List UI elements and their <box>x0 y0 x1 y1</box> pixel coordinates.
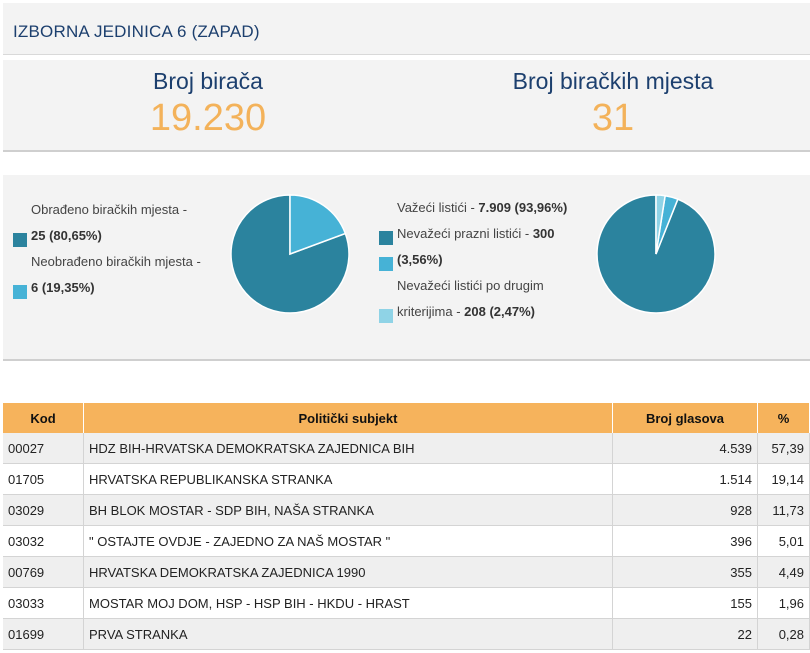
legend-swatch <box>13 285 27 299</box>
legend-item-unprocessed: Neobrađeno biračkih mjesta - 6 (19,35%) <box>13 249 203 301</box>
stations-pie-chart <box>230 194 350 314</box>
cell-postotak: 57,39 <box>757 433 810 464</box>
ballots-legend: Važeći listići - 7.909 (93,96%) Nevažeći… <box>379 195 569 325</box>
cell-glasovi: 928 <box>612 494 758 526</box>
legend-item-processed: Obrađeno biračkih mjesta - 25 (80,65%) <box>13 197 203 249</box>
cell-subjekt: BH BLOK MOSTAR - SDP BIH, NAŠA STRANKA <box>83 494 613 526</box>
table-row: 01699 PRVA STRANKA 22 0,28 <box>3 618 810 650</box>
table-header-row: Kod Politički subjekt Broj glasova % <box>3 403 810 433</box>
legend-swatch <box>379 309 393 323</box>
cell-subjekt: HRVATSKA DEMOKRATSKA ZAJEDNICA 1990 <box>83 556 613 588</box>
legend-label: Nevažeći prazni listići - <box>397 226 533 241</box>
cell-glasovi: 355 <box>612 556 758 588</box>
ballots-pie-chart <box>596 194 716 314</box>
cell-glasovi: 155 <box>612 587 758 619</box>
legend-item-invalid-empty: Nevažeći prazni listići - 300 (3,56%) <box>379 221 569 273</box>
cell-kod: 03029 <box>3 494 84 526</box>
col-kod: Kod <box>3 403 84 433</box>
cell-postotak: 19,14 <box>757 463 810 495</box>
cell-kod: 01705 <box>3 463 84 495</box>
results-table: Kod Politički subjekt Broj glasova % 000… <box>3 403 810 650</box>
col-postotak: % <box>757 403 810 433</box>
stations-label: Broj biračkih mjesta <box>512 68 714 94</box>
table-row: 03032 " OSTAJTE OVDJE - ZAJEDNO ZA NAŠ MO… <box>3 525 810 557</box>
legend-value: 25 (80,65%) <box>31 228 102 243</box>
table-row: 03033 MOSTAR MOJ DOM, HSP - HSP BIH - HKD… <box>3 587 810 619</box>
legend-value: 300 (3,56%) <box>397 226 555 267</box>
cell-subjekt: " OSTAJTE OVDJE - ZAJEDNO ZA NAŠ MOSTAR … <box>83 525 613 557</box>
legend-value: 6 (19,35%) <box>31 280 95 295</box>
table-row: 03029 BH BLOK MOSTAR - SDP BIH, NAŠA STRA… <box>3 494 810 526</box>
cell-subjekt: HRVATSKA REPUBLIKANSKA STRANKA <box>83 463 613 495</box>
page-title: IZBORNA JEDINICA 6 (ZAPAD) <box>13 22 260 41</box>
table-row: 01705 HRVATSKA REPUBLIKANSKA STRANKA 1.514… <box>3 463 810 495</box>
legend-value: 208 (2,47%) <box>464 304 535 319</box>
legend-item-invalid-other: Nevažeći listići po drugim kriterijima -… <box>379 273 569 325</box>
legend-value: 7.909 (93,96%) <box>478 200 568 215</box>
stations-value: 31 <box>591 97 635 139</box>
stations-stat: Broj biračkih mjesta 31 <box>413 60 810 140</box>
voters-value: 19.230 <box>149 97 267 139</box>
legend-label: Neobrađeno biračkih mjesta - <box>31 254 201 269</box>
cell-postotak: 0,28 <box>757 618 810 650</box>
cell-kod: 03033 <box>3 587 84 619</box>
legend-swatch <box>13 233 27 247</box>
section-header: IZBORNA JEDINICA 6 (ZAPAD) <box>3 3 810 55</box>
results-table-wrap: Kod Politički subjekt Broj glasova % 000… <box>3 403 810 650</box>
cell-postotak: 11,73 <box>757 494 810 526</box>
voters-stat: Broj birača 19.230 <box>8 60 408 140</box>
stations-legend: Obrađeno biračkih mjesta - 25 (80,65%) N… <box>13 197 203 301</box>
cell-kod: 00769 <box>3 556 84 588</box>
table-body: 00027 HDZ BIH-HRVATSKA DEMOKRATSKA ZAJEDN… <box>3 433 810 650</box>
legend-label: Važeći listići - <box>397 200 479 215</box>
cell-glasovi: 22 <box>612 618 758 650</box>
legend-label: Obrađeno biračkih mjesta - <box>31 202 188 217</box>
table-row: 00027 HDZ BIH-HRVATSKA DEMOKRATSKA ZAJEDN… <box>3 433 810 464</box>
cell-subjekt: PRVA STRANKA <box>83 618 613 650</box>
pie-charts-panel: Obrađeno biračkih mjesta - 25 (80,65%) N… <box>3 175 810 361</box>
cell-glasovi: 1.514 <box>612 463 758 495</box>
cell-kod: 03032 <box>3 525 84 557</box>
cell-kod: 00027 <box>3 433 84 464</box>
legend-swatch <box>379 231 393 245</box>
cell-subjekt: MOSTAR MOJ DOM, HSP - HSP BIH - HKDU - H… <box>83 587 613 619</box>
legend-label: Nevažeći listići po drugim kriterijima - <box>397 278 544 319</box>
cell-glasovi: 4.539 <box>612 433 758 464</box>
pie-slice-1 <box>289 194 347 256</box>
pie-slice-2 <box>655 194 666 255</box>
cell-subjekt: HDZ BIH-HRVATSKA DEMOKRATSKA ZAJEDNICA B… <box>83 433 613 464</box>
table-row: 00769 HRVATSKA DEMOKRATSKA ZAJEDNICA 1990… <box>3 556 810 588</box>
cell-postotak: 5,01 <box>757 525 810 557</box>
cell-postotak: 4,49 <box>757 556 810 588</box>
col-glasovi: Broj glasova <box>612 403 758 433</box>
voters-label: Broj birača <box>153 68 263 94</box>
cell-kod: 01699 <box>3 618 84 650</box>
legend-swatch <box>379 257 393 271</box>
cell-glasovi: 396 <box>612 525 758 557</box>
cell-postotak: 1,96 <box>757 587 810 619</box>
legend-item-valid: Važeći listići - 7.909 (93,96%) <box>379 195 569 245</box>
stats-panel: Broj birača 19.230 Broj biračkih mjesta … <box>3 60 810 152</box>
col-subjekt: Politički subjekt <box>83 403 613 433</box>
